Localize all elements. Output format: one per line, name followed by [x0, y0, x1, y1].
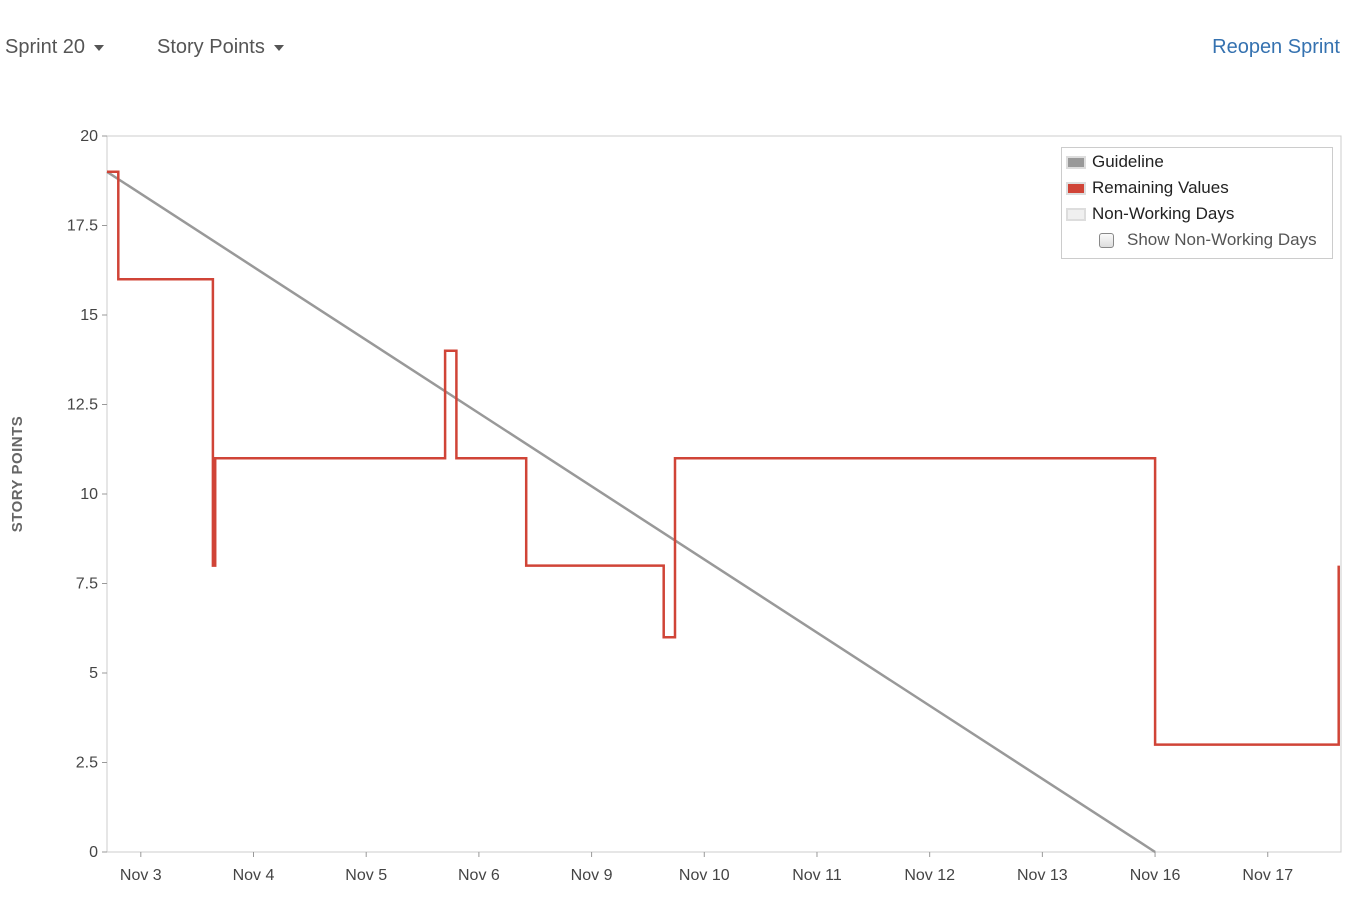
y-tick-label: 10	[80, 486, 98, 503]
y-tick-label: 20	[80, 128, 98, 145]
x-tick-label: Nov 4	[233, 867, 275, 884]
x-tick-label: Nov 3	[120, 867, 162, 884]
sprint-dropdown[interactable]: Sprint 20	[5, 36, 105, 59]
x-tick-label: Nov 11	[792, 867, 842, 884]
legend-nonworking-label: Non-Working Days	[1092, 204, 1235, 223]
legend-item-nonworking[interactable]: Non-Working Days	[1066, 204, 1234, 224]
show-nonworking-label: Show Non-Working Days	[1127, 230, 1317, 249]
show-nonworking-checkbox[interactable]	[1099, 232, 1114, 248]
x-tick-label: Nov 17	[1242, 867, 1293, 884]
legend-remaining-label: Remaining Values	[1092, 178, 1229, 197]
guideline-line	[106, 170, 1156, 854]
legend-item-remaining[interactable]: Remaining Values	[1066, 178, 1229, 198]
legend-item-guideline[interactable]: Guideline	[1066, 152, 1164, 172]
y-tick-label: 12.5	[67, 397, 98, 414]
guideline-swatch	[1066, 155, 1086, 169]
show-nonworking-toggle[interactable]: Show Non-Working Days	[1099, 230, 1317, 250]
x-tick-label: Nov 6	[458, 867, 500, 884]
x-tick-label: Nov 16	[1130, 867, 1181, 884]
reopen-sprint-link[interactable]: Reopen Sprint	[1212, 36, 1340, 58]
chevron-down-icon	[94, 44, 105, 51]
remaining-values-swatch	[1066, 181, 1086, 195]
x-tick-label: Nov 12	[904, 867, 955, 884]
y-tick-label: 5	[89, 665, 98, 682]
chevron-down-icon	[273, 44, 284, 51]
y-axis-label: STORY POINTS	[9, 416, 26, 533]
y-tick-label: 17.5	[67, 218, 98, 235]
nonworking-swatch	[1066, 207, 1086, 221]
x-tick-label: Nov 10	[679, 867, 730, 884]
x-tick-label: Nov 9	[571, 867, 613, 884]
x-tick-label: Nov 5	[345, 867, 387, 884]
chart-legend: Guideline Remaining Values Non-Working D…	[1061, 147, 1333, 259]
y-tick-label: 7.5	[76, 576, 98, 593]
estimation-metric-label: Story Points	[157, 36, 265, 58]
x-tick-label: Nov 13	[1017, 867, 1068, 884]
toolbar: Sprint 20 Story Points Reopen Sprint	[0, 36, 1352, 70]
sprint-dropdown-label: Sprint 20	[5, 36, 86, 58]
chart-axes: 0 2.5 5 7.5 10 12.5 15 17.5 20 Nov 3 Nov 4 Nov 5 Nov…	[67, 128, 1342, 884]
y-tick-label: 2.5	[76, 755, 98, 772]
remaining-values-line	[107, 170, 1340, 746]
estimation-metric-dropdown[interactable]: Story Points	[157, 36, 284, 59]
chart-series	[106, 170, 1340, 854]
legend-guideline-label: Guideline	[1092, 152, 1164, 171]
y-tick-label: 0	[89, 844, 98, 861]
y-tick-label: 15	[80, 307, 98, 324]
